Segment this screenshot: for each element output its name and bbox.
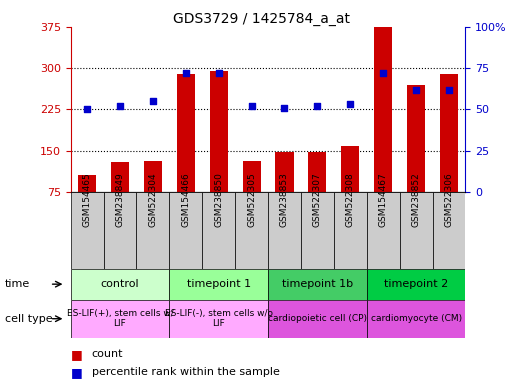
Bar [433, 192, 465, 269]
Point [116, 103, 124, 109]
Text: GSM154467: GSM154467 [379, 172, 388, 227]
Bar [440, 74, 458, 192]
Text: GSM522304: GSM522304 [149, 172, 157, 227]
Bar [202, 192, 235, 269]
Bar [407, 85, 425, 192]
Text: GSM238849: GSM238849 [116, 172, 124, 227]
Point [379, 70, 388, 76]
Bar [334, 192, 367, 269]
Bar [111, 162, 129, 192]
Text: GSM238853: GSM238853 [280, 172, 289, 227]
Point [149, 98, 157, 104]
Point [181, 70, 190, 76]
Text: percentile rank within the sample: percentile rank within the sample [92, 367, 279, 377]
Bar [268, 300, 367, 338]
Bar [169, 192, 202, 269]
Text: timepoint 1b: timepoint 1b [282, 279, 353, 289]
Bar [367, 300, 465, 338]
Bar [235, 192, 268, 269]
Text: GDS3729 / 1425784_a_at: GDS3729 / 1425784_a_at [173, 12, 350, 25]
Text: timepoint 1: timepoint 1 [187, 279, 251, 289]
Text: timepoint 2: timepoint 2 [384, 279, 448, 289]
Point [346, 101, 355, 108]
Bar [71, 269, 169, 300]
Point [247, 103, 256, 109]
Bar [144, 161, 162, 192]
Text: count: count [92, 349, 123, 359]
Point [280, 105, 289, 111]
Point [445, 86, 453, 93]
Text: GSM154466: GSM154466 [181, 172, 190, 227]
Text: GSM238850: GSM238850 [214, 172, 223, 227]
Text: ES-LIF(-), stem cells w/o
LIF: ES-LIF(-), stem cells w/o LIF [165, 309, 272, 328]
Text: control: control [100, 279, 139, 289]
Bar [276, 152, 293, 192]
Text: GSM522306: GSM522306 [445, 172, 453, 227]
Bar [341, 146, 359, 192]
Text: GSM522308: GSM522308 [346, 172, 355, 227]
Bar [104, 192, 137, 269]
Bar [210, 71, 228, 192]
Bar [309, 152, 326, 192]
Text: ■: ■ [71, 348, 82, 361]
Bar [374, 27, 392, 192]
Bar [71, 192, 104, 269]
Bar [367, 269, 465, 300]
Point [214, 70, 223, 76]
Point [313, 103, 322, 109]
Bar [268, 269, 367, 300]
Text: cell type: cell type [5, 314, 53, 324]
Bar [367, 192, 400, 269]
Bar [268, 192, 301, 269]
Bar [177, 74, 195, 192]
Text: cardiomyocyte (CM): cardiomyocyte (CM) [371, 314, 462, 323]
Text: GSM154465: GSM154465 [83, 172, 92, 227]
Bar [301, 192, 334, 269]
Text: cardiopoietic cell (CP): cardiopoietic cell (CP) [268, 314, 367, 323]
Text: time: time [5, 279, 30, 289]
Text: GSM238852: GSM238852 [412, 172, 420, 227]
Text: GSM522305: GSM522305 [247, 172, 256, 227]
Bar [400, 192, 433, 269]
Bar [78, 175, 96, 192]
Bar [169, 269, 268, 300]
Text: GSM522307: GSM522307 [313, 172, 322, 227]
Text: ES-LIF(+), stem cells w/
LIF: ES-LIF(+), stem cells w/ LIF [66, 309, 173, 328]
Text: ■: ■ [71, 366, 82, 379]
Bar [137, 192, 169, 269]
Bar [169, 300, 268, 338]
Bar [71, 300, 169, 338]
Point [83, 106, 91, 113]
Bar [243, 161, 260, 192]
Point [412, 86, 420, 93]
